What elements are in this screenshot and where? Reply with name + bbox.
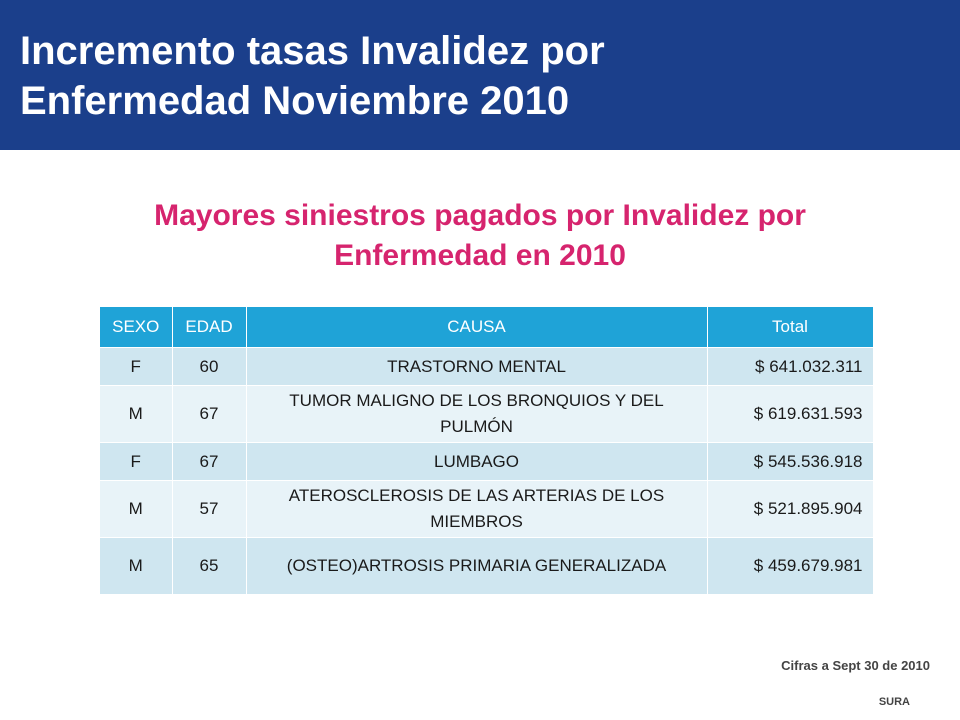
page-title: Incremento tasas Invalidez por Enfermeda… bbox=[20, 29, 605, 123]
cell-causa: (OSTEO)ARTROSIS PRIMARIA GENERALIZADA bbox=[246, 537, 708, 594]
cell-edad: 57 bbox=[172, 480, 247, 538]
cell-total: $ 619.631.593 bbox=[707, 385, 874, 443]
cell-causa: TRASTORNO MENTAL bbox=[246, 347, 708, 386]
cell-sexo: F bbox=[100, 442, 173, 481]
column-header-total: Total bbox=[707, 307, 874, 348]
cell-causa: ATEROSCLEROSIS DE LAS ARTERIAS DE LOS MI… bbox=[246, 480, 708, 538]
cell-total: $ 521.895.904 bbox=[707, 480, 874, 538]
claims-table: SEXO EDAD CAUSA Total F 60 TRASTORNO MEN… bbox=[100, 307, 874, 594]
cell-sexo: M bbox=[100, 385, 173, 443]
header-bar: Incremento tasas Invalidez por Enfermeda… bbox=[0, 0, 960, 150]
table-row: M 57 ATEROSCLEROSIS DE LAS ARTERIAS DE L… bbox=[100, 480, 874, 538]
cell-causa: LUMBAGO bbox=[246, 442, 708, 481]
cell-sexo: M bbox=[100, 537, 173, 594]
table-row: F 67 LUMBAGO $ 545.536.918 bbox=[100, 442, 874, 481]
table-row: F 60 TRASTORNO MENTAL $ 641.032.311 bbox=[100, 347, 874, 386]
cell-total: $ 641.032.311 bbox=[707, 347, 874, 386]
cell-sexo: M bbox=[100, 480, 173, 538]
cell-total: $ 545.536.918 bbox=[707, 442, 874, 481]
cell-edad: 65 bbox=[172, 537, 247, 594]
cell-edad: 67 bbox=[172, 385, 247, 443]
table-row: M 65 (OSTEO)ARTROSIS PRIMARIA GENERALIZA… bbox=[100, 537, 874, 594]
table-row: M 67 TUMOR MALIGNO DE LOS BRONQUIOS Y DE… bbox=[100, 385, 874, 443]
column-header-causa: CAUSA bbox=[246, 307, 708, 348]
column-header-sexo: SEXO bbox=[100, 307, 173, 348]
cell-total: $ 459.679.981 bbox=[707, 537, 874, 594]
cell-sexo: F bbox=[100, 347, 173, 386]
cell-edad: 67 bbox=[172, 442, 247, 481]
footnote: Cifras a Sept 30 de 2010 bbox=[781, 658, 930, 673]
column-header-edad: EDAD bbox=[172, 307, 247, 348]
cell-edad: 60 bbox=[172, 347, 247, 386]
brand-label: SURA bbox=[878, 696, 910, 708]
table-header-row: SEXO EDAD CAUSA Total bbox=[100, 307, 874, 348]
section-subtitle: Mayores siniestros pagados por Invalidez… bbox=[154, 199, 806, 272]
cell-causa: TUMOR MALIGNO DE LOS BRONQUIOS Y DEL PUL… bbox=[246, 385, 708, 443]
